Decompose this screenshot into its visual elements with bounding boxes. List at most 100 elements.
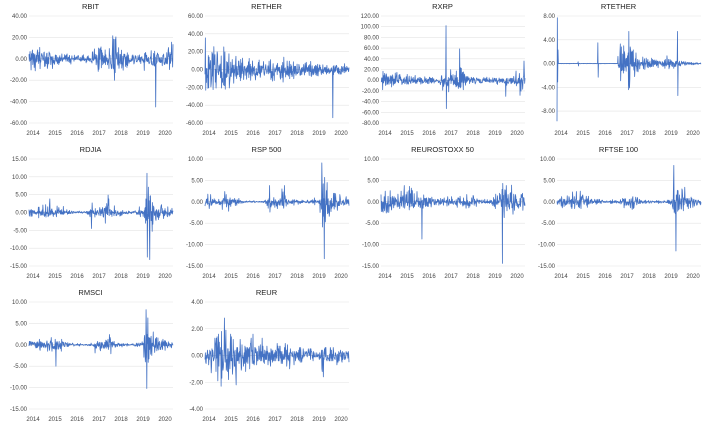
y-tick-label: 0.00 <box>543 200 555 206</box>
y-tick-label: -4.00 <box>541 85 555 91</box>
y-tick-label: 80.00 <box>364 35 380 41</box>
y-tick-label: -4.00 <box>189 407 203 413</box>
series-line <box>28 172 174 260</box>
y-tick-label: 0.00 <box>367 200 379 206</box>
x-tick-label: 2017 <box>92 131 106 137</box>
x-tick-label: 2019 <box>136 274 150 280</box>
line-chart-rsp500: 10.00 5.00 0.00 -5.00 -10.00 -15.00 2014 2015 20… <box>186 157 350 280</box>
x-tick-label: 2015 <box>48 274 62 280</box>
series-line <box>556 165 702 252</box>
y-tick-label: -10.00 <box>538 243 556 249</box>
line-chart-rether: 60.00 40.00 20.00 0.00 -20.00 -40.00 -60.00 201… <box>186 14 350 137</box>
y-tick-label: -80.00 <box>362 121 380 127</box>
x-tick-label: 2016 <box>246 417 260 423</box>
x-tick-label: 2015 <box>48 417 62 423</box>
x-tick-label: 2018 <box>114 274 128 280</box>
x-tick-label: 2018 <box>290 417 304 423</box>
y-tick-label: -20.00 <box>362 89 380 95</box>
x-tick-label: 2020 <box>686 131 700 137</box>
x-tick-label: 2014 <box>202 274 216 280</box>
x-tick-label: 2019 <box>136 417 150 423</box>
chart-title: RTETHER <box>600 2 637 11</box>
x-tick-label: 2014 <box>554 274 568 280</box>
x-tick-label: 2016 <box>70 417 84 423</box>
chart-panel-rftse100: RFTSE 100 10.00 5.00 0.00 -5.00 -10.00 -15.00… <box>531 143 706 283</box>
x-tick-label: 2015 <box>48 131 62 137</box>
x-tick-label: 2015 <box>400 131 414 137</box>
x-tick-label: 2020 <box>334 274 348 280</box>
x-tick-label: 2020 <box>510 131 524 137</box>
x-tick-label: 2014 <box>378 131 392 137</box>
y-tick-label: 0.00 <box>191 200 203 206</box>
x-tick-label: 2019 <box>312 274 326 280</box>
x-tick-label: 2018 <box>114 131 128 137</box>
y-tick-label: -10.00 <box>186 243 204 249</box>
y-tick-label: 0.00 <box>367 78 379 84</box>
y-tick-label: -20.00 <box>10 78 28 84</box>
y-tick-label: -15.00 <box>10 407 28 413</box>
x-tick-label: 2017 <box>620 131 634 137</box>
chart-title: RBIT <box>81 2 100 11</box>
x-tick-label: 2020 <box>158 131 172 137</box>
line-chart-rbit: 40.00 20.00 0.00 -20.00 -40.00 -60.00 2014 2015… <box>10 14 174 137</box>
x-tick-label: 2015 <box>576 274 590 280</box>
y-tick-label: 0.00 <box>191 354 203 360</box>
x-tick-label: 2018 <box>290 274 304 280</box>
chart-panel-rmsci: RMSCI 10.00 5.00 0.00 -5.00 -10.00 -15.00 2014… <box>3 286 178 426</box>
series-line <box>556 17 702 122</box>
x-tick-label: 2014 <box>26 131 40 137</box>
x-tick-label: 2017 <box>620 274 634 280</box>
y-tick-label: -10.00 <box>10 246 28 252</box>
y-tick-label: 0.00 <box>15 343 27 349</box>
y-tick-label: -40.00 <box>362 100 380 106</box>
chart-panel-reur: REUR 4.00 2.00 0.00 -2.00 -4.00 2014 2015 2016 2… <box>179 286 354 426</box>
x-tick-label: 2015 <box>576 131 590 137</box>
series-line <box>204 317 350 387</box>
y-tick-label: 10.00 <box>364 157 380 163</box>
y-tick-label: 5.00 <box>191 178 203 184</box>
series-line <box>28 309 174 389</box>
y-tick-label: 10.00 <box>540 157 556 163</box>
x-tick-label: 2017 <box>444 274 458 280</box>
x-tick-label: 2019 <box>664 131 678 137</box>
y-tick-label: -15.00 <box>362 264 380 270</box>
y-tick-label: -20.00 <box>186 85 204 91</box>
y-tick-label: 10.00 <box>188 157 204 163</box>
x-tick-label: 2015 <box>224 417 238 423</box>
x-tick-label: 2016 <box>422 274 436 280</box>
x-tick-label: 2019 <box>664 274 678 280</box>
y-tick-label: -8.00 <box>541 109 555 115</box>
line-chart-rtether: 8.00 4.00 0.00 -4.00 -8.00 2014 2015 2016 2017 20… <box>541 14 702 137</box>
line-chart-rxrp: 120.00 100.00 80.00 60.00 40.00 20.00 0.00 -20.… <box>361 14 526 137</box>
chart-panel-reurostoxx50: REUROSTOXX 50 10.00 5.00 0.00 -5.00 -10.00 -1… <box>355 143 530 283</box>
x-tick-label: 2018 <box>114 417 128 423</box>
chart-title: REUR <box>255 288 278 297</box>
y-tick-label: 5.00 <box>367 178 379 184</box>
y-tick-label: 15.00 <box>12 157 28 163</box>
y-tick-label: 40.00 <box>188 32 204 38</box>
chart-title: RDJIA <box>79 145 102 154</box>
y-tick-label: -60.00 <box>362 110 380 116</box>
chart-title: REUROSTOXX 50 <box>411 145 474 154</box>
x-tick-label: 2016 <box>246 274 260 280</box>
chart-panel-rtether: RTETHER 8.00 4.00 0.00 -4.00 -8.00 2014 2015 20… <box>531 0 706 140</box>
chart-panel-rbit: RBIT 40.00 20.00 0.00 -20.00 -40.00 -60.00 201… <box>3 0 178 140</box>
y-tick-label: -5.00 <box>541 221 555 227</box>
x-tick-label: 2019 <box>136 131 150 137</box>
series-line <box>28 35 174 108</box>
chart-panel-rether: RETHER 60.00 40.00 20.00 0.00 -20.00 -40.00 -6… <box>179 0 354 140</box>
chart-panel-rxrp: RXRP 120.00 100.00 80.00 60.00 40.00 20.00 0.0… <box>355 0 530 140</box>
chart-title: RSP 500 <box>251 145 282 154</box>
x-tick-label: 2020 <box>158 417 172 423</box>
chart-panel-rdjia: RDJIA 15.00 10.00 5.00 0.00 -5.00 -10.00 -15.0… <box>3 143 178 283</box>
y-tick-label: 0.00 <box>15 211 27 217</box>
y-tick-label: -15.00 <box>186 264 204 270</box>
y-tick-label: 10.00 <box>12 175 28 181</box>
y-tick-label: -2.00 <box>189 380 203 386</box>
x-tick-label: 2014 <box>202 131 216 137</box>
y-tick-label: -5.00 <box>13 228 27 234</box>
x-tick-label: 2017 <box>92 417 106 423</box>
x-tick-label: 2020 <box>686 274 700 280</box>
y-tick-label: -40.00 <box>10 100 28 106</box>
y-tick-label: 120.00 <box>361 14 380 20</box>
